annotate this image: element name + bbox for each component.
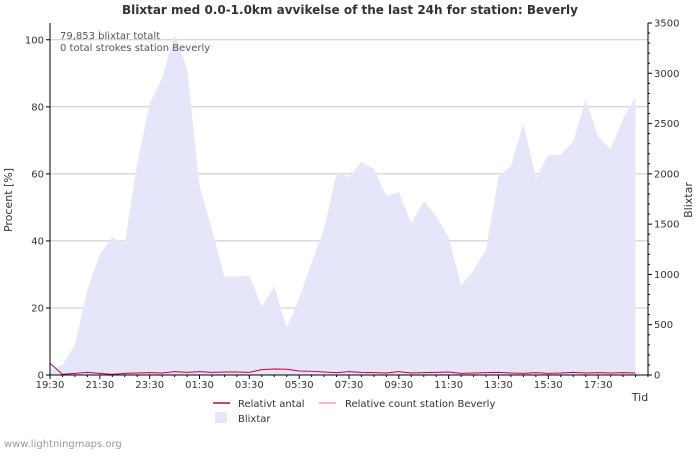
x-tick-label-9: 13:30 xyxy=(484,380,513,391)
x-tick-label-3: 01:30 xyxy=(185,380,214,391)
area-blixtar xyxy=(50,35,636,375)
annotation-station-strokes: 0 total strokes station Beverly xyxy=(60,43,210,54)
legend-label-relativt-antal: Relativt antal xyxy=(238,399,305,410)
line-relativt-antal xyxy=(49,362,636,375)
right-tick-label-0: 0 xyxy=(654,371,660,382)
legend-label-blixtar: Blixtar xyxy=(238,414,271,425)
x-tick-label-7: 09:30 xyxy=(384,380,413,391)
left-tick-label-100: 100 xyxy=(25,35,44,46)
left-tick-label-20: 20 xyxy=(31,303,44,314)
area-layer xyxy=(50,35,636,375)
right-tick-label-3500: 3500 xyxy=(654,19,679,30)
x-tick-label-10: 15:30 xyxy=(534,380,563,391)
x-tick-label-2: 23:30 xyxy=(135,380,164,391)
x-tick-label-8: 11:30 xyxy=(434,380,463,391)
right-tick-label-2500: 2500 xyxy=(654,119,679,130)
right-tick-label-500: 500 xyxy=(654,320,673,331)
footer-source: www.lightningmaps.org xyxy=(4,439,122,450)
x-tick-label-4: 03:30 xyxy=(235,380,264,391)
legend-swatch-blixtar xyxy=(215,412,227,423)
right-tick-label-1500: 1500 xyxy=(654,220,679,231)
axis-layer: 0204060801000500100015002000250030003500… xyxy=(25,19,680,392)
right-tick-label-2000: 2000 xyxy=(654,169,679,180)
right-tick-label-1000: 1000 xyxy=(654,270,679,281)
legend: Relativt antal Relative count station Be… xyxy=(213,399,495,425)
right-tick-label-3000: 3000 xyxy=(654,69,679,80)
left-tick-label-0: 0 xyxy=(38,371,44,382)
y-axis-right-label: Blixtar xyxy=(682,182,695,218)
annotation-total-strokes: 79,853 blixtar totalt xyxy=(60,31,160,42)
left-tick-label-80: 80 xyxy=(31,102,44,113)
x-axis-label: Tid xyxy=(631,391,648,404)
legend-label-relative-count-station: Relative count station Beverly xyxy=(345,399,495,410)
y-axis-left-label: Procent [%] xyxy=(2,168,15,232)
chart-title: Blixtar med 0.0-1.0km avvikelse of the l… xyxy=(122,3,578,17)
x-tick-label-1: 21:30 xyxy=(85,380,114,391)
x-tick-label-6: 07:30 xyxy=(335,380,364,391)
x-tick-label-0: 19:30 xyxy=(36,380,65,391)
left-tick-label-60: 60 xyxy=(31,169,44,180)
x-tick-label-5: 05:30 xyxy=(285,380,314,391)
left-tick-label-40: 40 xyxy=(31,236,44,247)
x-tick-label-11: 17:30 xyxy=(584,380,613,391)
